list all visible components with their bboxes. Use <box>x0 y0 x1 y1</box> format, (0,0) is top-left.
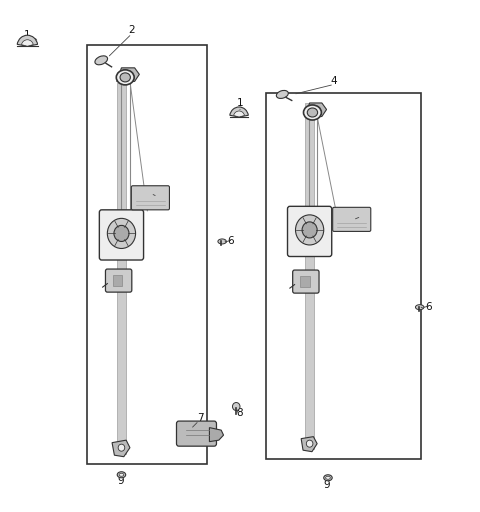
Bar <box>117 83 126 454</box>
Text: 5: 5 <box>359 208 366 218</box>
Circle shape <box>296 215 324 245</box>
Text: 1: 1 <box>24 30 31 40</box>
Ellipse shape <box>218 239 227 244</box>
Ellipse shape <box>276 91 288 98</box>
Bar <box>266 93 421 459</box>
Ellipse shape <box>416 305 424 310</box>
Polygon shape <box>112 440 130 457</box>
Circle shape <box>232 402 240 411</box>
Ellipse shape <box>325 476 330 479</box>
Circle shape <box>114 225 129 242</box>
Wedge shape <box>17 35 37 46</box>
Polygon shape <box>305 103 326 117</box>
Polygon shape <box>117 68 139 81</box>
FancyBboxPatch shape <box>288 206 332 257</box>
Wedge shape <box>234 111 244 117</box>
Bar <box>305 103 314 449</box>
FancyBboxPatch shape <box>106 269 132 292</box>
FancyBboxPatch shape <box>293 270 319 293</box>
Ellipse shape <box>119 473 124 476</box>
Ellipse shape <box>117 472 126 478</box>
Text: 7: 7 <box>197 413 204 422</box>
FancyBboxPatch shape <box>99 210 144 260</box>
FancyBboxPatch shape <box>333 207 371 231</box>
Polygon shape <box>209 428 224 442</box>
Text: 6: 6 <box>425 302 432 312</box>
Ellipse shape <box>307 108 318 117</box>
Polygon shape <box>301 437 317 452</box>
Bar <box>300 276 310 287</box>
Ellipse shape <box>95 56 108 65</box>
Text: 2: 2 <box>129 25 135 35</box>
Ellipse shape <box>116 70 134 85</box>
Text: 9: 9 <box>324 480 330 490</box>
Ellipse shape <box>120 73 131 82</box>
Text: 1: 1 <box>237 98 243 108</box>
Ellipse shape <box>303 105 322 120</box>
Wedge shape <box>22 40 33 46</box>
Text: 3: 3 <box>156 188 163 198</box>
Circle shape <box>302 222 317 238</box>
Bar <box>87 45 207 464</box>
Text: 6: 6 <box>227 236 234 246</box>
FancyBboxPatch shape <box>177 421 216 446</box>
Circle shape <box>306 440 313 447</box>
Ellipse shape <box>324 475 332 481</box>
Bar <box>113 275 122 286</box>
Text: 4: 4 <box>331 76 337 87</box>
Text: 8: 8 <box>237 408 243 418</box>
Wedge shape <box>230 107 248 117</box>
Circle shape <box>108 218 135 248</box>
Text: 9: 9 <box>118 476 124 486</box>
FancyBboxPatch shape <box>132 186 169 210</box>
Circle shape <box>118 444 125 451</box>
